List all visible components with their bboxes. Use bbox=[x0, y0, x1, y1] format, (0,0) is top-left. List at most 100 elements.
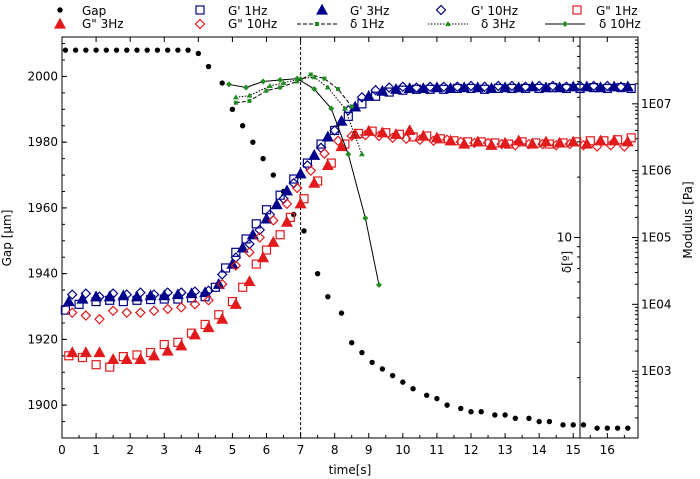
point-gpp10 bbox=[496, 138, 508, 150]
gap-tick-label: 1900 bbox=[27, 398, 58, 412]
point-gap bbox=[195, 50, 202, 57]
point-gpp1 bbox=[238, 282, 248, 292]
point-gap bbox=[359, 349, 365, 356]
point-gp1 bbox=[302, 158, 312, 168]
point-gp1 bbox=[261, 205, 272, 215]
point-gp10 bbox=[175, 287, 187, 298]
point-gp3 bbox=[335, 114, 348, 126]
point-gpp10 bbox=[281, 198, 293, 210]
point-gp3 bbox=[280, 184, 293, 196]
series-d10 bbox=[226, 75, 382, 288]
point-d10 bbox=[362, 215, 369, 222]
point-gp3 bbox=[294, 167, 307, 179]
series-gpp10 bbox=[66, 129, 630, 325]
point-gap bbox=[113, 47, 120, 53]
point-gp10 bbox=[66, 289, 78, 300]
legend-item-gpp10: G" 10Hz bbox=[194, 17, 277, 31]
point-gp3 bbox=[270, 198, 283, 210]
legend-marker-gp1 bbox=[195, 5, 205, 15]
point-gpp3 bbox=[202, 321, 215, 333]
legend-item-gp10: G' 10Hz bbox=[435, 4, 518, 18]
point-gpp3 bbox=[120, 353, 133, 364]
point-gpp10 bbox=[148, 305, 160, 317]
point-d3 bbox=[280, 79, 287, 85]
point-gap bbox=[325, 293, 331, 300]
line-d10 bbox=[228, 78, 380, 286]
point-gp1 bbox=[330, 125, 340, 136]
point-gpp10 bbox=[578, 139, 589, 151]
point-gpp10 bbox=[267, 215, 279, 226]
point-gp10 bbox=[383, 82, 395, 93]
x-tick-label: 12 bbox=[463, 443, 478, 457]
point-d1 bbox=[349, 104, 354, 109]
point-gpp10 bbox=[523, 138, 535, 150]
point-gap bbox=[614, 425, 621, 431]
point-gp3 bbox=[444, 82, 457, 94]
point-gpp10 bbox=[121, 307, 133, 319]
point-gap bbox=[410, 385, 416, 392]
point-gpp10 bbox=[203, 294, 214, 306]
point-gp10 bbox=[424, 81, 436, 93]
point-gpp3 bbox=[79, 346, 92, 358]
point-gp10 bbox=[80, 288, 92, 299]
legend-item-d3: δ 3Hz bbox=[428, 17, 515, 31]
point-gpp10 bbox=[414, 134, 426, 146]
point-d3 bbox=[324, 84, 331, 90]
legend-marker-d1 bbox=[315, 22, 319, 26]
point-gap bbox=[229, 106, 236, 113]
legend-marker-d3 bbox=[445, 21, 451, 26]
point-d3 bbox=[341, 105, 348, 111]
x-tick-label: 5 bbox=[229, 443, 237, 457]
point-gp10 bbox=[438, 81, 450, 93]
point-gap bbox=[502, 412, 508, 418]
point-d10 bbox=[260, 78, 267, 85]
x-tick-label: 9 bbox=[365, 443, 373, 457]
x-tick-label: 16 bbox=[600, 443, 615, 457]
point-gap bbox=[389, 372, 396, 379]
point-gap bbox=[580, 422, 587, 428]
point-gpp1 bbox=[275, 230, 285, 240]
point-gpp1 bbox=[159, 339, 169, 350]
point-d10 bbox=[311, 86, 318, 93]
point-gpp10 bbox=[359, 129, 371, 141]
legend-marker-gpp10 bbox=[194, 18, 206, 30]
x-tick-label: 15 bbox=[566, 443, 581, 457]
point-gap bbox=[72, 47, 79, 53]
point-gap bbox=[379, 366, 386, 372]
point-gpp10 bbox=[189, 298, 201, 310]
x-tick-label: 3 bbox=[160, 443, 168, 457]
point-gp10 bbox=[254, 224, 266, 236]
point-d10 bbox=[375, 281, 382, 288]
point-gp10 bbox=[574, 80, 586, 92]
point-gap bbox=[478, 409, 484, 415]
point-gap bbox=[185, 47, 191, 53]
point-gap bbox=[154, 47, 161, 53]
gap-tick-label: 1980 bbox=[27, 135, 58, 149]
point-gp1 bbox=[316, 139, 326, 149]
point-gap bbox=[93, 47, 99, 53]
point-gap bbox=[536, 418, 542, 425]
point-gpp10 bbox=[550, 139, 562, 151]
modulus-tick-label: 1E07 bbox=[641, 97, 672, 111]
point-gp3 bbox=[485, 82, 498, 94]
point-gap bbox=[570, 422, 576, 428]
point-d3 bbox=[358, 151, 365, 157]
point-gp3 bbox=[539, 81, 552, 93]
modulus-tick-label: 1E06 bbox=[641, 164, 672, 178]
point-d3 bbox=[266, 82, 273, 88]
point-gpp10 bbox=[135, 307, 146, 319]
gap-axis-label: Gap [µm] bbox=[0, 210, 14, 267]
legend-marker-gp3 bbox=[315, 3, 329, 15]
point-gpp3 bbox=[267, 235, 280, 247]
x-tick-label: 4 bbox=[195, 443, 203, 457]
legend-marker-gp10 bbox=[435, 4, 447, 16]
modulus-tick-label: 1E04 bbox=[641, 297, 672, 311]
point-gpp10 bbox=[564, 138, 576, 150]
point-gpp10 bbox=[428, 135, 439, 147]
point-gap bbox=[219, 80, 225, 86]
point-d1 bbox=[278, 85, 283, 90]
point-gap bbox=[423, 392, 430, 398]
legend-item-gp3: G' 3Hz bbox=[315, 3, 389, 18]
point-gp10 bbox=[397, 81, 409, 93]
point-gpp3 bbox=[362, 124, 375, 136]
